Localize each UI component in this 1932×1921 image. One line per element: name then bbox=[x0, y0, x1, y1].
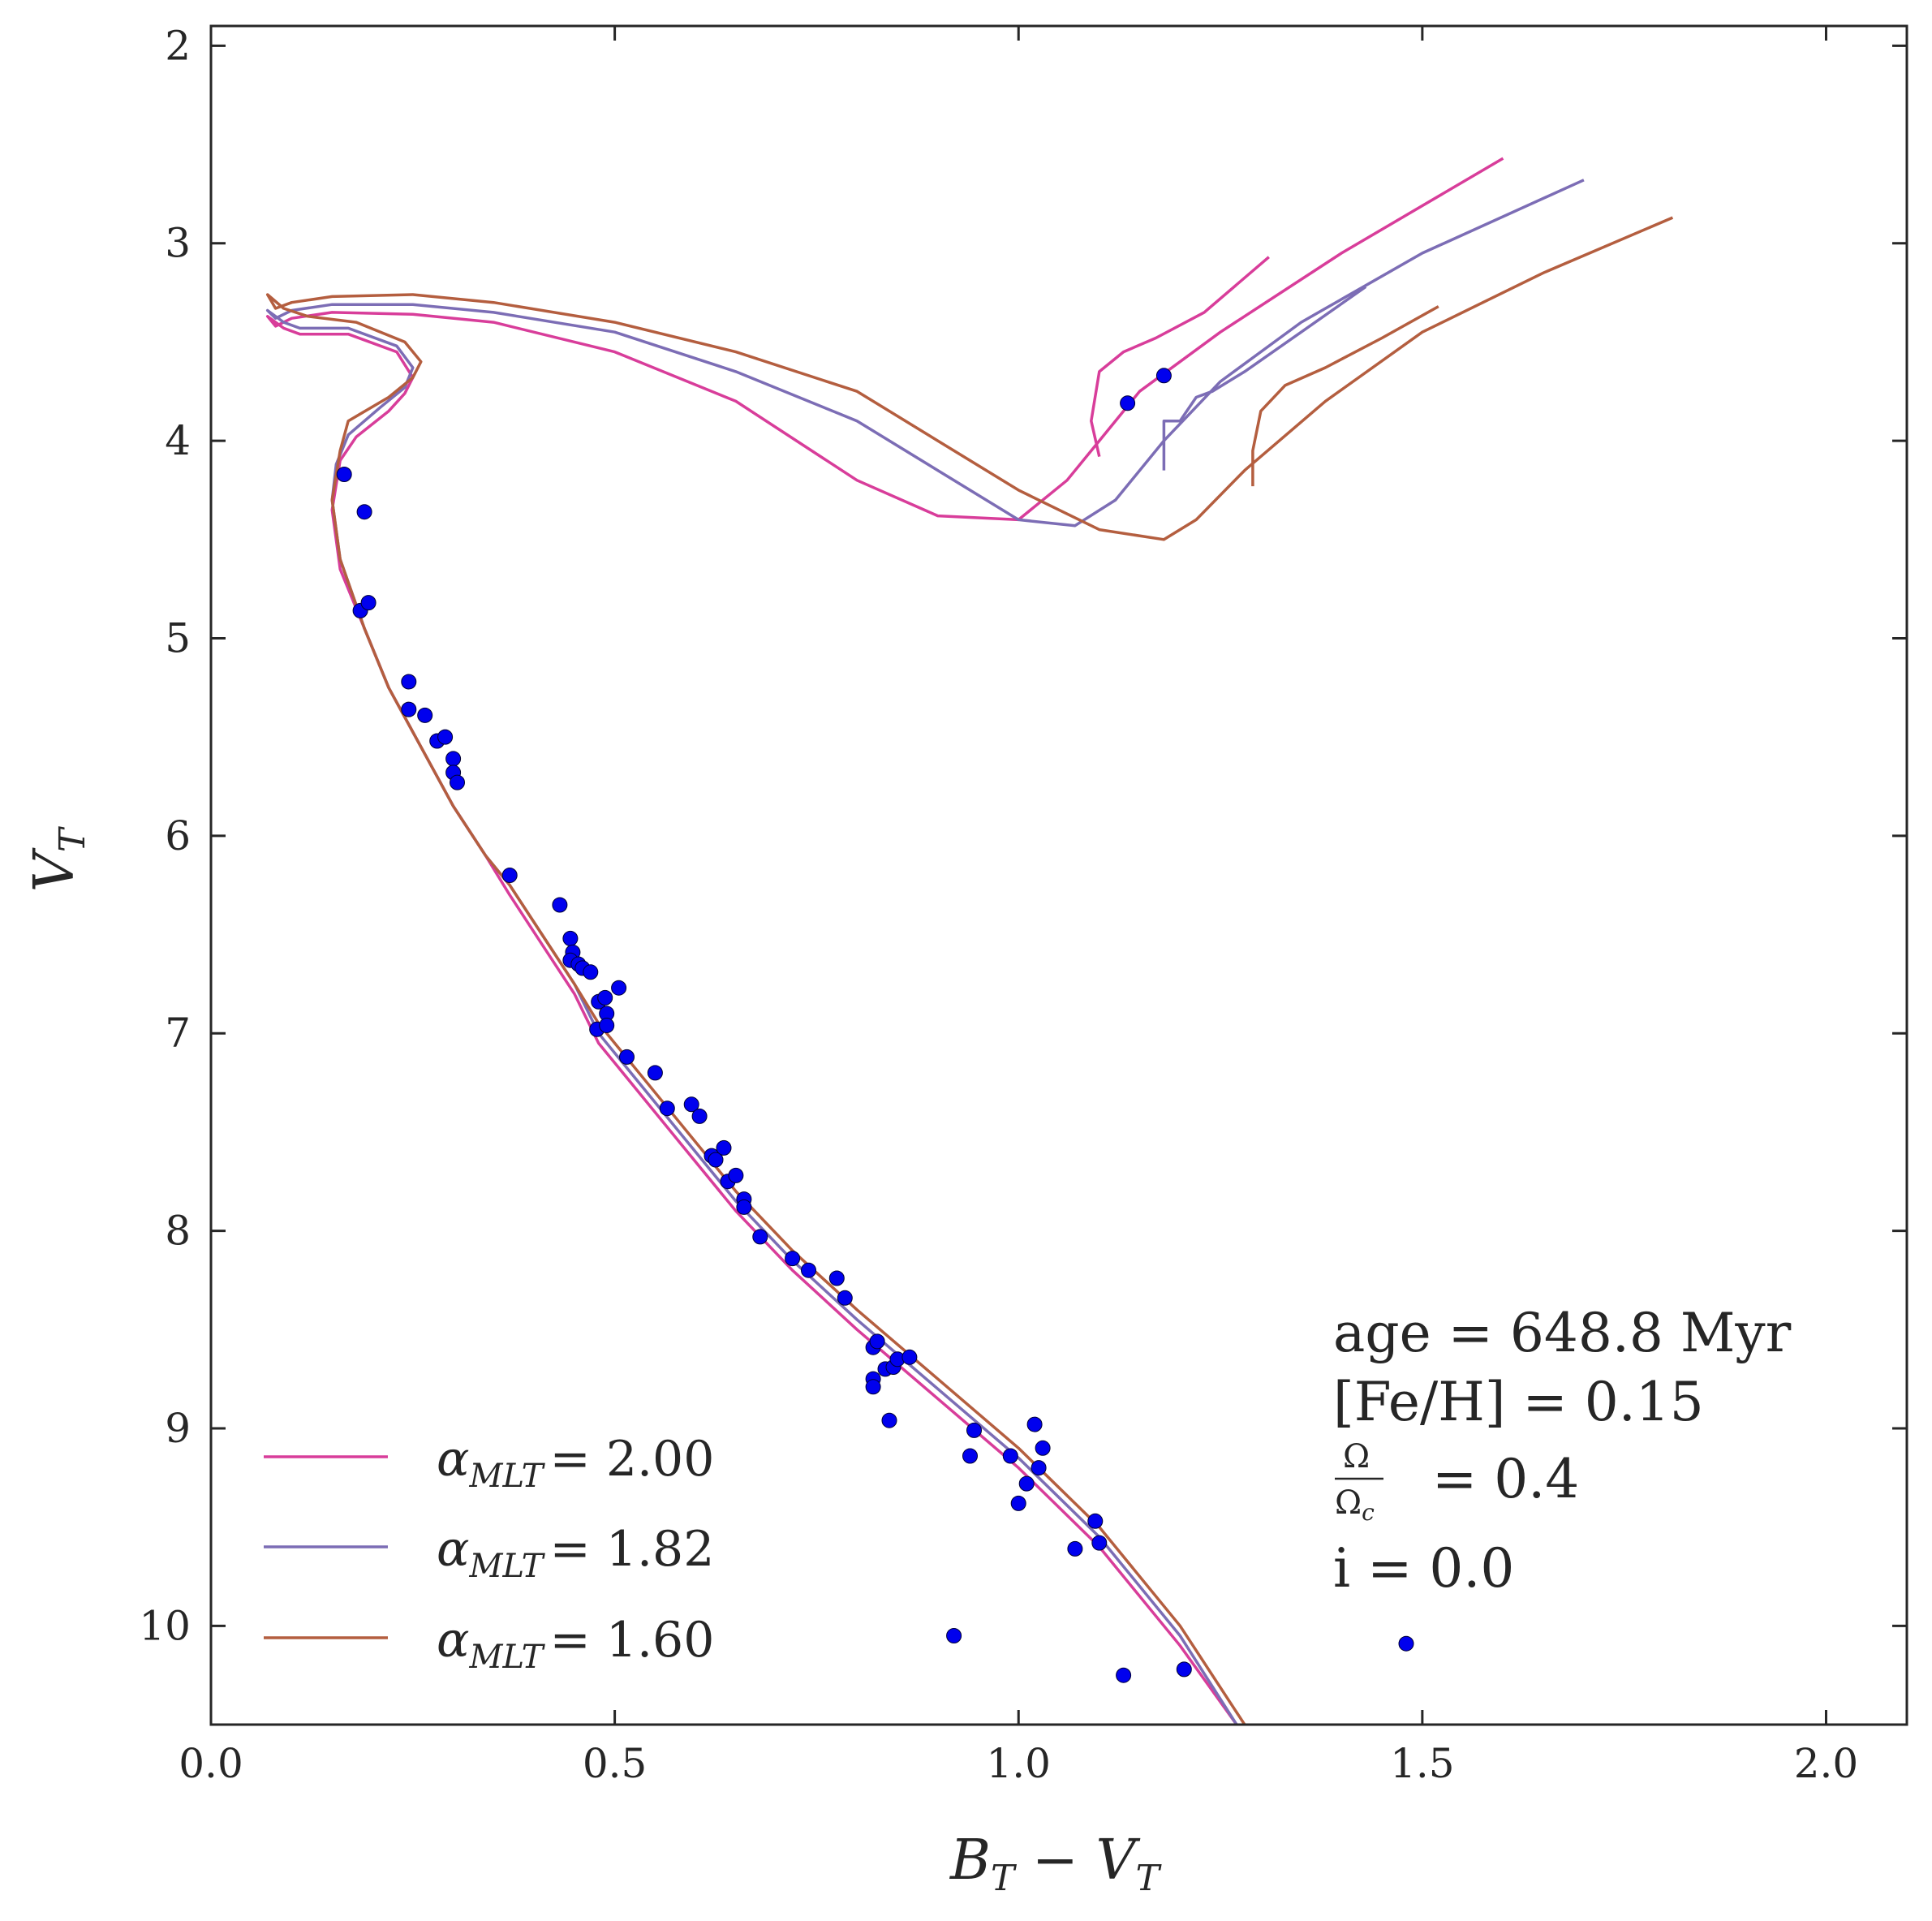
data-point bbox=[562, 930, 579, 946]
x-tick-label: 1.0 bbox=[986, 1740, 1051, 1787]
plot-frame bbox=[209, 24, 1908, 1726]
omega-value-text: = 0.4 bbox=[1432, 1448, 1579, 1510]
x-axis-label: BT − VT bbox=[949, 1828, 1163, 1899]
x-label-b: B bbox=[949, 1828, 991, 1893]
data-point bbox=[736, 1199, 752, 1215]
data-point bbox=[691, 1108, 708, 1124]
data-point bbox=[336, 467, 352, 482]
data-point bbox=[599, 1018, 615, 1033]
y-tick-label: 2 bbox=[165, 22, 191, 69]
data-point bbox=[785, 1251, 801, 1267]
data-point bbox=[708, 1152, 724, 1168]
y-axis-label: VT bbox=[23, 825, 93, 892]
y-tick-label: 3 bbox=[165, 220, 191, 267]
y-tick-label: 8 bbox=[165, 1208, 191, 1255]
data-point bbox=[450, 774, 465, 790]
data-points bbox=[336, 368, 1414, 1683]
data-point bbox=[611, 980, 627, 996]
data-point bbox=[1155, 368, 1172, 384]
data-point bbox=[1398, 1635, 1414, 1652]
data-point bbox=[869, 1333, 885, 1350]
data-point bbox=[683, 1096, 699, 1113]
x-label-minus: − bbox=[1014, 1828, 1095, 1893]
isochrone-branch-200 bbox=[1090, 256, 1270, 457]
data-point bbox=[865, 1379, 881, 1395]
legend-label-2-00: αMLT = 2.00 bbox=[437, 1431, 714, 1495]
data-point bbox=[752, 1229, 768, 1245]
data-point bbox=[728, 1167, 744, 1183]
data-point bbox=[1091, 1535, 1108, 1551]
data-point bbox=[401, 674, 417, 690]
data-point bbox=[1120, 395, 1136, 411]
x-label-v-sub: T bbox=[1136, 1858, 1163, 1899]
data-point bbox=[417, 707, 433, 723]
data-point bbox=[659, 1100, 675, 1117]
inclination-text: i = 0.0 bbox=[1333, 1537, 1514, 1600]
legend-label-1-60: αMLT = 1.60 bbox=[437, 1612, 714, 1676]
data-point bbox=[583, 964, 599, 980]
y-tick-label: 9 bbox=[165, 1405, 191, 1452]
data-point bbox=[1176, 1661, 1192, 1678]
data-point bbox=[962, 1448, 978, 1464]
legend: αMLT = 2.00 αMLT = 1.82 αMLT = 1.60 bbox=[264, 1431, 714, 1676]
x-label-v: V bbox=[1096, 1828, 1141, 1893]
y-tick-label: 5 bbox=[165, 614, 191, 661]
x-tick-label: 2.0 bbox=[1794, 1740, 1859, 1787]
isochrone-branch-182 bbox=[1162, 285, 1367, 471]
omega-numerator: Ω bbox=[1343, 1438, 1370, 1475]
data-point bbox=[501, 868, 518, 883]
legend-label-1-82: αMLT = 1.82 bbox=[437, 1521, 714, 1585]
data-point bbox=[445, 751, 462, 767]
y-tick-label: 7 bbox=[165, 1010, 191, 1057]
omega-denominator: Ωc bbox=[1335, 1484, 1375, 1526]
data-point bbox=[801, 1262, 816, 1278]
isochrone-curves bbox=[265, 157, 1674, 1725]
data-point bbox=[1031, 1460, 1047, 1476]
isochrone-line-160 bbox=[265, 216, 1674, 1725]
data-point bbox=[716, 1139, 732, 1156]
data-point bbox=[1018, 1475, 1035, 1492]
data-point bbox=[552, 897, 568, 913]
x-label-b-sub: T bbox=[991, 1858, 1018, 1899]
parameter-annotation: age = 648.8 Myr [Fe/H] = 0.15 Ω Ωc = 0.4… bbox=[1333, 1302, 1792, 1600]
x-tick-label: 1.5 bbox=[1390, 1740, 1455, 1787]
data-point bbox=[1087, 1513, 1104, 1529]
y-tick-label: 10 bbox=[139, 1602, 191, 1649]
axis-ticks: 0.0 0.5 1.0 1.5 2.0 2 3 4 5 6 7 8 9 10 bbox=[139, 22, 1907, 1787]
data-point bbox=[1002, 1448, 1018, 1464]
data-point bbox=[881, 1412, 897, 1428]
isochrone-line-200 bbox=[265, 157, 1504, 1725]
feh-text: [Fe/H] = 0.15 bbox=[1333, 1371, 1704, 1433]
y-tick-label: 4 bbox=[165, 417, 191, 464]
y-tick-label: 6 bbox=[165, 812, 191, 859]
data-point bbox=[356, 504, 372, 520]
y-label-v: V bbox=[23, 847, 87, 892]
data-point bbox=[966, 1422, 982, 1438]
x-tick-label: 0.0 bbox=[179, 1740, 243, 1787]
isochrone-line-182 bbox=[265, 179, 1585, 1725]
data-point bbox=[437, 729, 454, 745]
y-label-v-sub: T bbox=[52, 825, 93, 852]
data-point bbox=[837, 1290, 853, 1306]
data-point bbox=[401, 701, 417, 717]
data-point bbox=[1116, 1667, 1132, 1683]
isochrone-branch-160 bbox=[1251, 305, 1439, 487]
data-point bbox=[1035, 1440, 1051, 1456]
data-point bbox=[1026, 1416, 1043, 1432]
data-point bbox=[619, 1049, 635, 1065]
data-point bbox=[1010, 1495, 1026, 1511]
data-point bbox=[1067, 1540, 1083, 1557]
data-point bbox=[360, 595, 377, 611]
age-text: age = 648.8 Myr bbox=[1333, 1302, 1792, 1364]
data-point bbox=[647, 1065, 663, 1081]
data-point bbox=[946, 1628, 962, 1643]
data-point bbox=[901, 1349, 918, 1365]
data-point bbox=[597, 989, 613, 1006]
data-point bbox=[828, 1270, 845, 1286]
x-tick-label: 0.5 bbox=[583, 1740, 648, 1787]
